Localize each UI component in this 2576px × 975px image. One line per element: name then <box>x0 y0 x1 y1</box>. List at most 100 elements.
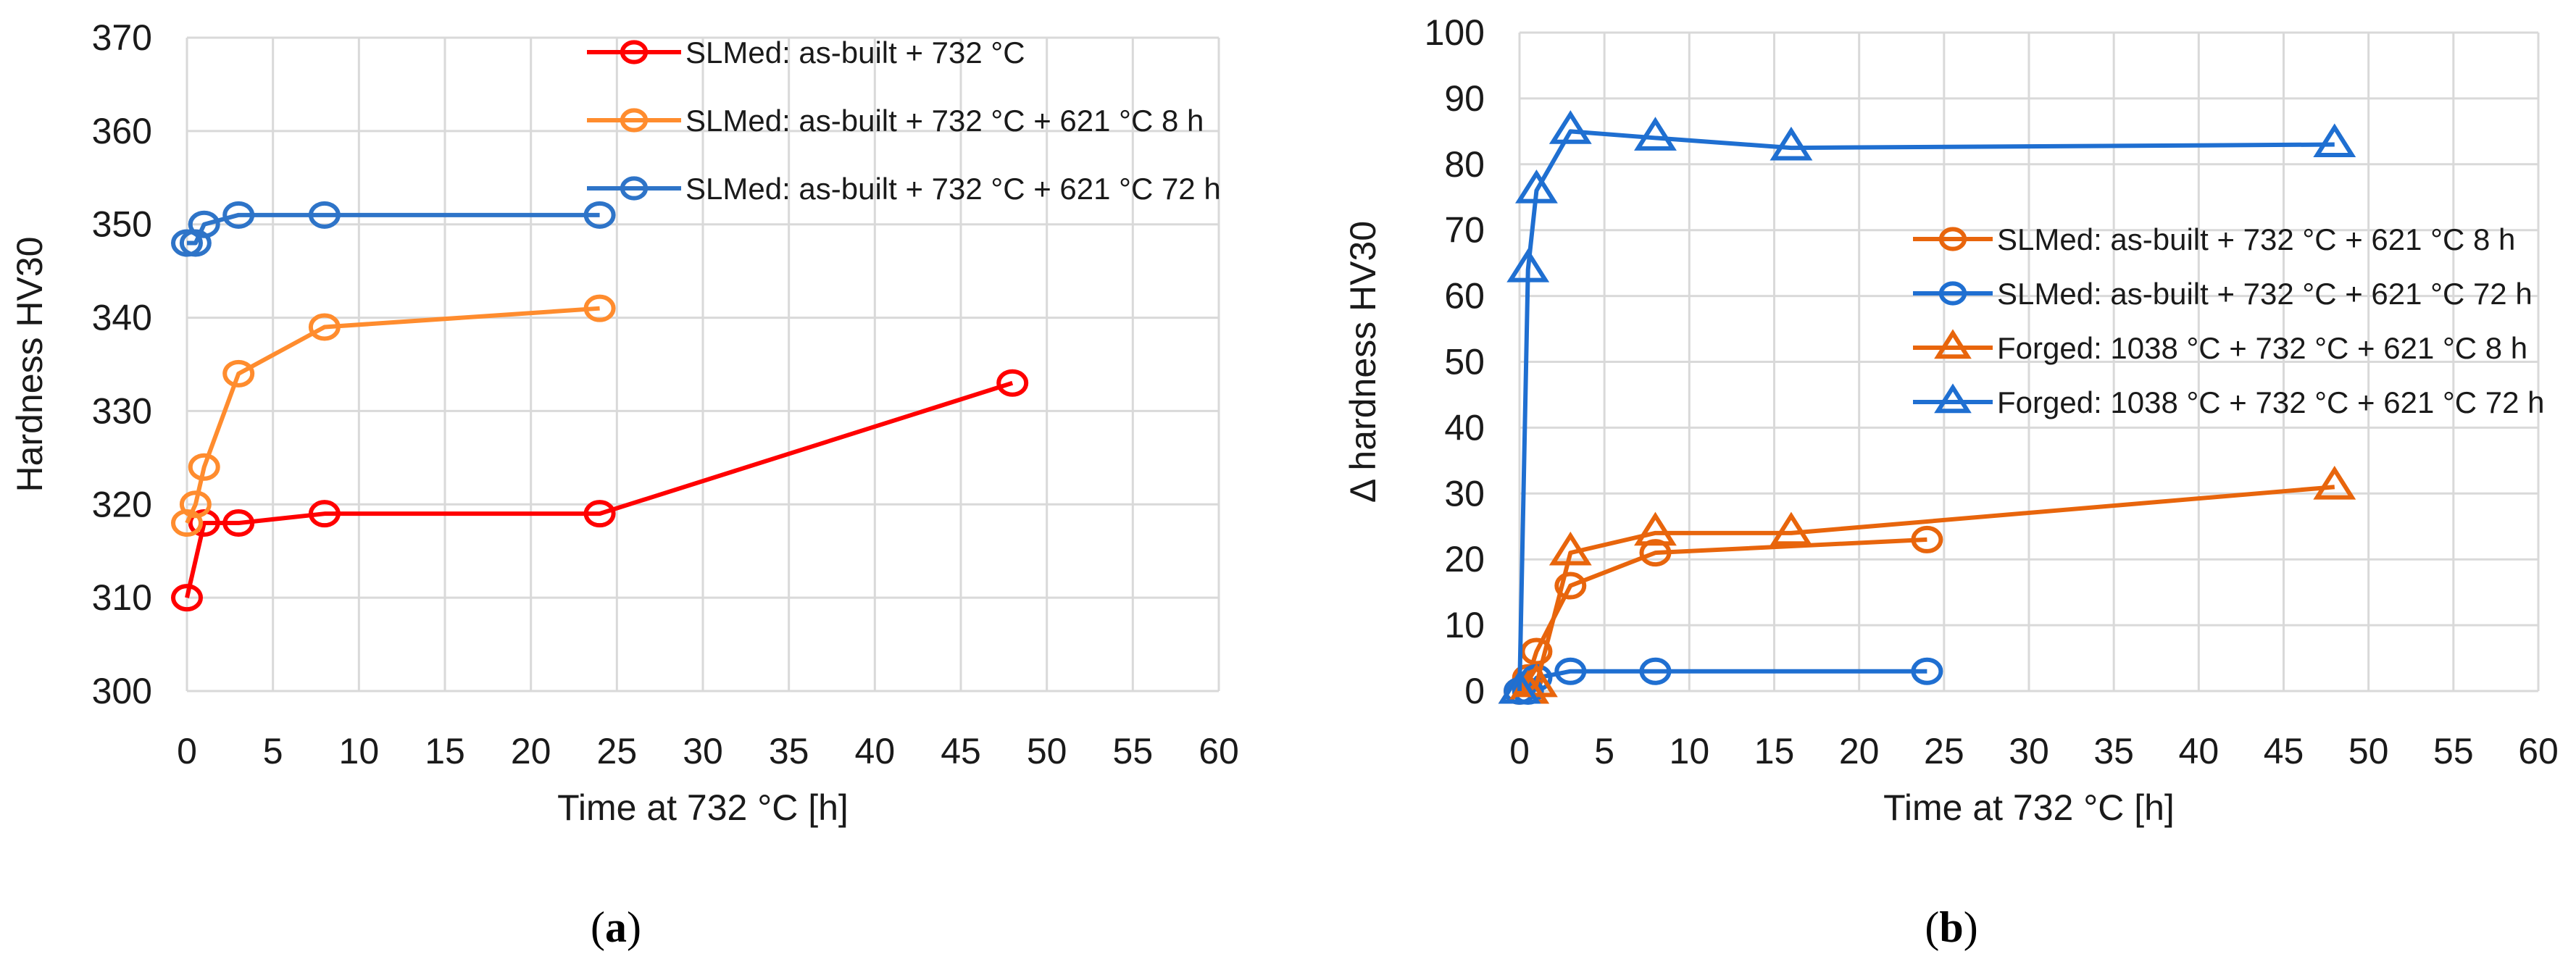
legend-item: Forged: 1038 °C + 732 °C + 621 °C 8 h <box>1913 329 2527 365</box>
y-tick-label: 300 <box>92 671 152 711</box>
circle-marker-icon <box>1639 657 1672 685</box>
legend-item: SLMed: as-built + 732 °C + 621 °C 72 h <box>1913 277 2533 311</box>
circle-marker-icon <box>1911 657 1943 685</box>
series-line <box>1517 129 2335 692</box>
legend-item: SLMed: as-built + 732 °C + 621 °C 72 h <box>587 172 1221 206</box>
y-tick-label: 60 <box>1444 276 1485 317</box>
y-tick-label: 340 <box>92 298 152 338</box>
legend-label: SLMed: as-built + 732 °C + 621 °C 8 h <box>685 104 1204 138</box>
x-tick-label: 5 <box>263 731 283 771</box>
triangle-marker-icon <box>1548 110 1592 144</box>
circle-marker-icon <box>583 201 616 229</box>
y-axis-ticks: 300 310 320 330 340 350 360 370 <box>92 17 152 711</box>
series-line <box>187 212 600 246</box>
x-tick-label: 20 <box>1839 731 1880 771</box>
y-tick-label: 70 <box>1444 210 1485 251</box>
x-tick-label: 25 <box>597 731 638 771</box>
y-tick-label: 50 <box>1444 342 1485 382</box>
legend-label: Forged: 1038 °C + 732 °C + 621 °C 72 h <box>1997 385 2545 419</box>
triangle-marker-icon <box>1770 511 1813 546</box>
circle-marker-icon <box>1520 637 1553 666</box>
legend-item: Forged: 1038 °C + 732 °C + 621 °C 72 h <box>1913 383 2545 419</box>
y-axis-title: Δ hardness HV30 <box>1343 221 1383 503</box>
triangle-marker-icon <box>1548 531 1592 566</box>
circle-marker-icon <box>188 210 220 238</box>
x-tick-label: 50 <box>2348 731 2389 771</box>
y-tick-label: 90 <box>1444 78 1485 119</box>
x-tick-label: 10 <box>339 731 380 771</box>
circle-marker-icon <box>222 509 255 537</box>
triangle-marker-icon <box>1498 669 1541 704</box>
panel-label: (a) <box>591 903 641 951</box>
y-axis-ticks: 0 10 20 30 40 50 60 70 80 90 100 <box>1425 12 1485 711</box>
circle-marker-icon <box>1639 539 1672 567</box>
triangle-marker-icon <box>2313 466 2356 500</box>
legend-label: SLMed: as-built + 732 °C + 621 °C 72 h <box>685 172 1221 206</box>
series-2 <box>1504 657 1943 705</box>
circle-legend-icon <box>1938 281 1967 306</box>
y-tick-label: 370 <box>92 17 152 58</box>
x-tick-label: 55 <box>2433 731 2474 771</box>
circle-marker-icon <box>222 201 255 229</box>
series-3 <box>1498 466 2356 704</box>
triangle-marker-icon <box>1514 663 1558 698</box>
series-4 <box>1498 110 2356 704</box>
x-tick-label: 30 <box>2009 731 2049 771</box>
legend-label: SLMed: as-built + 732 °C + 621 °C 72 h <box>1997 277 2533 311</box>
legend-label: Forged: 1038 °C + 732 °C + 621 °C 8 h <box>1997 331 2527 365</box>
panel-label: (b) <box>1925 903 1977 951</box>
y-tick-label: 310 <box>92 577 152 618</box>
circle-marker-icon <box>171 584 203 612</box>
y-tick-label: 40 <box>1444 407 1485 448</box>
x-axis-ticks: 0 5 10 15 20 25 30 35 40 45 50 55 60 <box>1509 731 2559 771</box>
series-line <box>185 380 1014 598</box>
triangle-marker-icon <box>1634 511 1677 546</box>
legend: SLMed: as-built + 732 °C SLMed: as-built … <box>587 35 1221 206</box>
circle-marker-icon <box>1554 572 1587 600</box>
circle-marker-icon <box>179 490 212 519</box>
legend-label: SLMed: as-built + 732 °C + 621 °C 8 h <box>1997 222 2515 256</box>
y-tick-label: 0 <box>1464 671 1485 711</box>
x-tick-label: 0 <box>1509 731 1530 771</box>
triangle-marker-icon <box>1514 169 1558 204</box>
series-3 <box>171 201 616 257</box>
y-axis-title: Hardness HV30 <box>9 237 50 493</box>
circle-legend-icon <box>620 176 649 201</box>
x-tick-label: 30 <box>683 731 723 771</box>
triangle-marker-icon <box>1634 117 1677 151</box>
chart-b: 0 5 10 15 20 25 30 35 40 45 50 55 60 0 10 20 30 40 50 60 70 8… <box>1343 12 2559 951</box>
x-tick-label: 55 <box>1113 731 1154 771</box>
y-tick-label: 100 <box>1425 12 1485 53</box>
x-tick-label: 45 <box>941 731 981 771</box>
y-tick-label: 320 <box>92 484 152 524</box>
legend-item: SLMed: as-built + 732 °C + 621 °C 8 h <box>1913 222 2515 256</box>
x-tick-label: 60 <box>2518 731 2559 771</box>
y-tick-label: 10 <box>1444 605 1485 645</box>
circle-legend-icon <box>620 108 649 133</box>
y-tick-label: 350 <box>92 204 152 245</box>
legend-item: SLMed: as-built + 732 °C + 621 °C 8 h <box>587 104 1204 138</box>
x-tick-label: 5 <box>1594 731 1614 771</box>
y-tick-label: 80 <box>1444 144 1485 185</box>
circle-marker-icon <box>222 359 255 388</box>
circle-marker-icon <box>308 201 341 229</box>
circle-marker-icon <box>308 313 341 341</box>
chart-a: 0 5 10 15 20 25 30 35 40 45 50 55 603003103203303403… <box>9 17 1239 951</box>
x-tick-label: 10 <box>1670 731 1710 771</box>
x-tick-label: 35 <box>2093 731 2134 771</box>
x-tick-label: 60 <box>1199 731 1239 771</box>
circle-marker-icon <box>996 369 1029 397</box>
x-axis-title: Time at 732 °C [h] <box>557 787 849 828</box>
y-tick-label: 360 <box>92 111 152 151</box>
circle-legend-icon <box>620 40 649 64</box>
x-tick-label: 45 <box>2264 731 2304 771</box>
circle-marker-icon <box>583 294 616 322</box>
legend: SLMed: as-built + 732 °C + 621 °C 8 h SLM… <box>1913 222 2545 419</box>
circle-marker-icon <box>308 500 341 528</box>
circle-legend-icon <box>1938 227 1967 251</box>
y-tick-label: 20 <box>1444 539 1485 579</box>
gridlines <box>1518 31 2540 692</box>
x-tick-label: 15 <box>425 731 465 771</box>
legend-item: SLMed: as-built + 732 °C <box>587 35 1025 70</box>
